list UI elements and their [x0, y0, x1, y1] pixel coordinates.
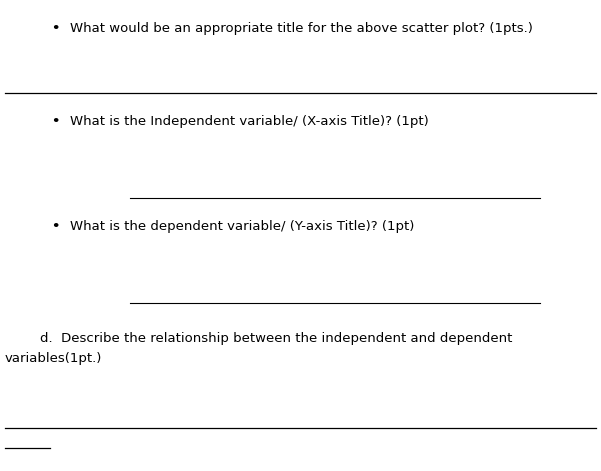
Text: •: •	[51, 220, 59, 233]
Text: •: •	[51, 22, 59, 35]
Text: What is the Independent variable/ (X-axis Title)? (1pt): What is the Independent variable/ (X-axi…	[70, 115, 429, 128]
Text: variables(1pt.): variables(1pt.)	[5, 352, 102, 365]
Text: What is the dependent variable/ (Y-axis Title)? (1pt): What is the dependent variable/ (Y-axis …	[70, 220, 414, 233]
Text: What would be an appropriate title for the above scatter plot? (1pts.): What would be an appropriate title for t…	[70, 22, 533, 35]
Text: •: •	[51, 115, 59, 128]
Text: d.  Describe the relationship between the independent and dependent: d. Describe the relationship between the…	[40, 332, 513, 345]
